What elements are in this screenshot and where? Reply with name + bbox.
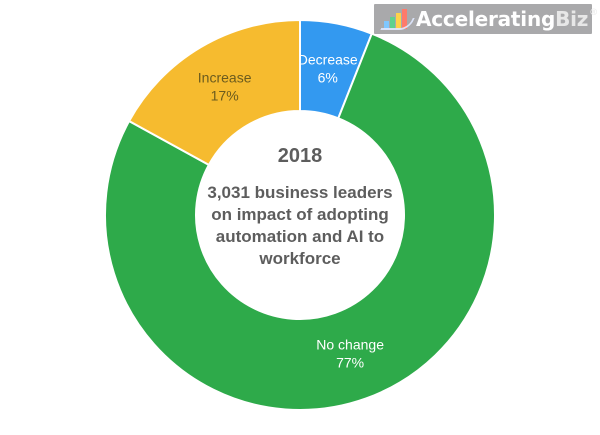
acceleratingbiz-logo: AcceleratingBiz®	[374, 4, 598, 34]
logo-registered-mark: ®	[589, 8, 599, 18]
slice-label-increase: Increase	[198, 70, 252, 86]
center-title: 2018	[278, 145, 323, 167]
slice-value-decrease: 6%	[318, 70, 338, 86]
growth-chart-icon	[380, 6, 415, 32]
slice-increase	[127, 18, 301, 167]
slice-no-change	[104, 32, 496, 411]
logo-suffix: Biz	[555, 7, 589, 31]
logo-prefix: Accelerating	[416, 7, 556, 31]
logo-wordmark: AcceleratingBiz®	[416, 7, 599, 31]
slice-label-no-change: No change	[316, 336, 384, 352]
slice-value-no-change: 77%	[336, 354, 364, 370]
slice-value-increase: 17%	[211, 88, 239, 104]
center-description: 3,031 business leaders on impact of adopt…	[207, 183, 392, 268]
slice-label-decrease: Decrease	[298, 52, 358, 68]
